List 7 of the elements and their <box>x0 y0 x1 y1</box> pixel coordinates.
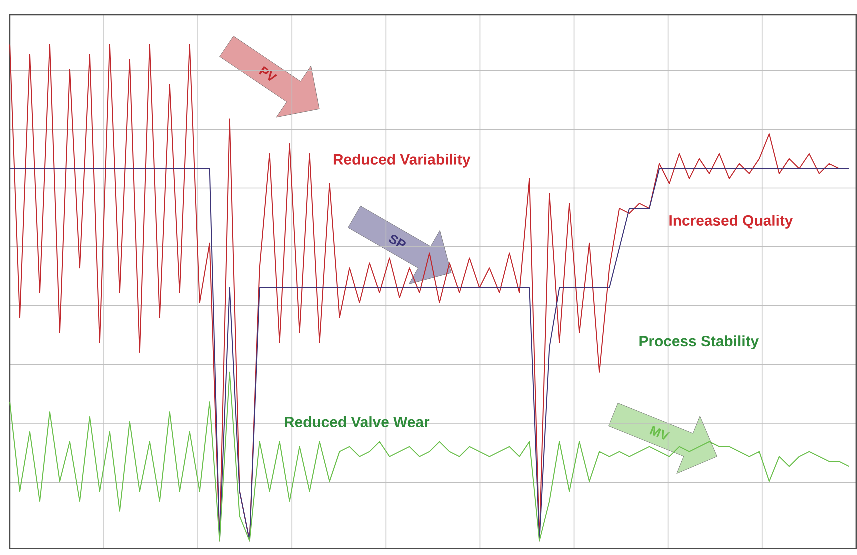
annotation: Reduced Variability <box>334 154 471 168</box>
text: PV <box>259 66 278 81</box>
annotation: Process Stability <box>640 335 760 350</box>
annotation: Reduced Valve Wear <box>285 416 430 428</box>
annotation: Increased Quality <box>670 214 794 229</box>
text: SP <box>389 234 406 247</box>
text: MV <box>650 426 670 440</box>
